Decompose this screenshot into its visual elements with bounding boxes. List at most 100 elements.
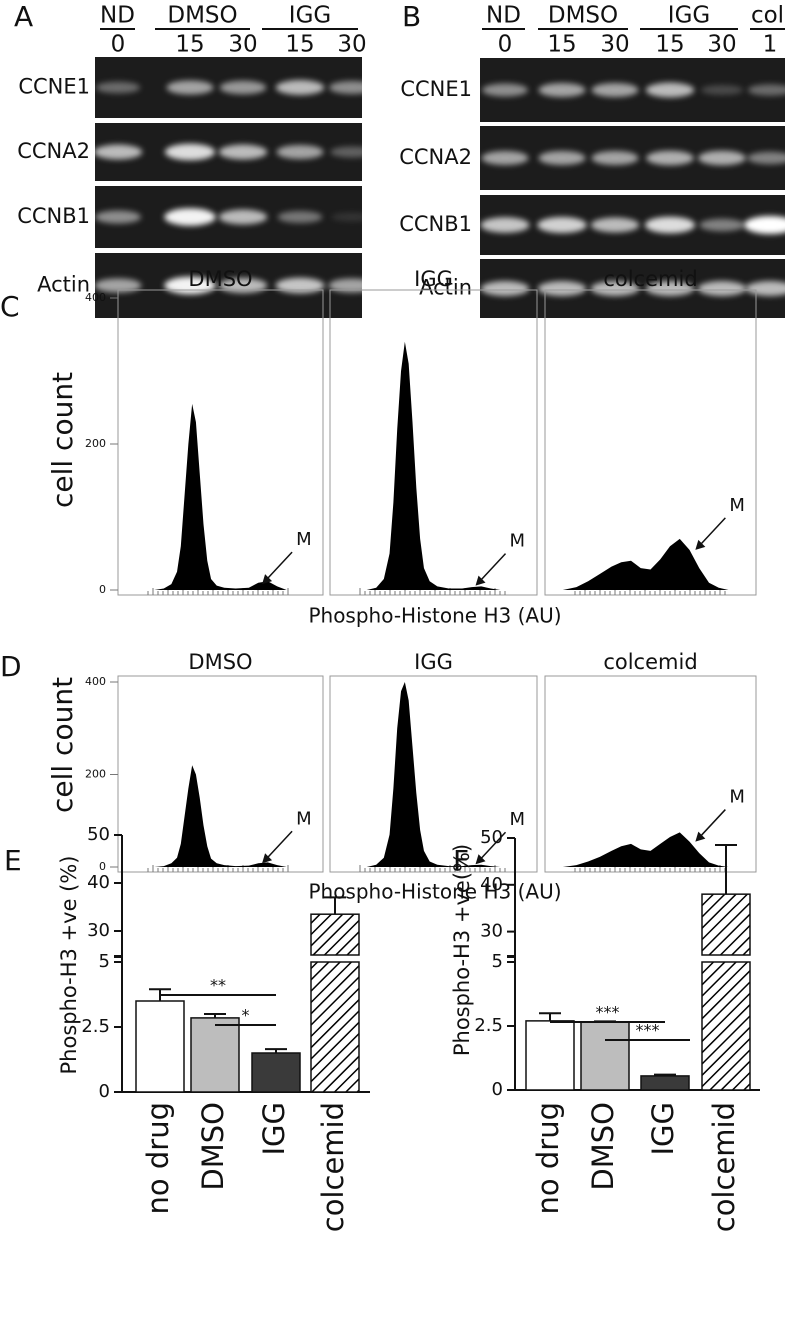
histogram-area <box>154 765 287 867</box>
arrow-head <box>262 853 273 864</box>
bar <box>251 1052 301 1093</box>
gel-band <box>94 278 142 293</box>
lane-label: 0 <box>111 32 126 58</box>
significance-label: *** <box>596 1003 620 1022</box>
category-label: colcemid <box>707 1102 741 1232</box>
gel-band <box>698 150 746 166</box>
significance-label: ** <box>210 976 226 995</box>
gel-band <box>277 211 323 223</box>
y-tick-label: 50 <box>480 827 503 848</box>
y-tick-label: 400 <box>85 291 106 304</box>
y-tick-label: 2.5 <box>81 1016 110 1037</box>
y-tick-label: 5 <box>99 951 110 972</box>
gel-band <box>331 212 373 222</box>
row-label: Actin <box>37 273 90 297</box>
gel-band <box>745 281 795 296</box>
gel-band <box>747 151 793 165</box>
category-label: DMSO <box>586 1102 620 1191</box>
y-axis-label: cell count <box>46 372 79 508</box>
plot-title: IGG <box>414 267 453 291</box>
gel-band <box>700 85 744 95</box>
gel-band <box>481 151 529 165</box>
lane-label: 15 <box>655 32 684 58</box>
y-tick-label: 200 <box>85 437 106 450</box>
annotation-arrow <box>477 553 507 584</box>
plot-frame <box>544 675 757 873</box>
y-tick-label: 0 <box>492 1079 503 1100</box>
lane-label: 30 <box>337 32 366 58</box>
category-label: colcemid <box>316 1102 350 1232</box>
annotation: M <box>296 529 312 550</box>
group-label: DMSO <box>548 3 618 29</box>
group-label: col <box>751 3 784 29</box>
gel-band <box>645 82 695 98</box>
y-axis-label: cell count <box>46 677 79 813</box>
lane-label: 15 <box>175 32 204 58</box>
gel-band <box>164 208 216 226</box>
gel-band <box>590 217 640 233</box>
gel-band <box>95 81 141 94</box>
gel-band <box>276 145 324 159</box>
panel-letter: F <box>453 844 469 877</box>
gel-band <box>646 150 694 166</box>
annotation: M <box>729 495 745 516</box>
histogram-area <box>562 832 729 867</box>
gel-band <box>166 80 214 95</box>
gel-band <box>93 144 143 160</box>
gel-band <box>218 209 268 225</box>
gel-band <box>590 281 640 296</box>
bar <box>310 961 360 1093</box>
gel-band <box>591 151 639 165</box>
annotation-arrow <box>264 551 293 582</box>
category-label: IGG <box>646 1102 680 1156</box>
gel-band <box>537 281 587 296</box>
arrow-head <box>475 854 486 865</box>
lane-label: 30 <box>228 32 257 58</box>
row-label: CCNB1 <box>399 212 472 236</box>
gel-band <box>275 277 325 294</box>
x-axis-label: Phospho-Histone H3 (AU) <box>308 604 561 628</box>
y-axis-label: Phospho-H3 +ve(%) <box>450 844 474 1056</box>
bar <box>640 1075 690 1091</box>
gel-band <box>747 84 793 96</box>
plot-frame <box>544 289 757 596</box>
gel-band <box>218 278 268 293</box>
plot-title: DMSO <box>188 650 252 674</box>
lane-label: 15 <box>547 32 576 58</box>
y-tick-label: 0 <box>99 583 106 596</box>
y-tick-label: 30 <box>480 921 503 942</box>
gel-band <box>744 216 796 234</box>
lane-label: 0 <box>498 32 513 58</box>
plot-frame <box>329 289 538 596</box>
annotation: M <box>296 808 312 829</box>
group-label: IGG <box>668 3 710 29</box>
gel-band <box>275 80 325 95</box>
category-label: IGG <box>257 1102 291 1156</box>
gel-band <box>329 81 375 94</box>
gel-band <box>95 210 141 224</box>
annotation: M <box>510 531 526 552</box>
bar <box>580 1021 630 1091</box>
row-label: CCNA2 <box>17 139 90 163</box>
y-axis-label: Phospho-H3 +ve (%) <box>57 855 81 1074</box>
category-label: DMSO <box>196 1102 230 1191</box>
panel-letter: A <box>14 0 33 33</box>
histogram-area <box>562 538 729 590</box>
row-label: CCNE1 <box>400 77 472 101</box>
plot-frame <box>117 289 324 596</box>
lane-label: 30 <box>707 32 736 58</box>
row-label: CCNA2 <box>399 145 472 169</box>
annotation-arrow <box>477 831 507 862</box>
y-tick-label: 2.5 <box>474 1015 503 1036</box>
gel-band <box>537 217 587 233</box>
arrow-head <box>262 574 273 585</box>
group-label: ND <box>100 3 135 29</box>
arrow-head <box>475 575 486 586</box>
gel-band <box>482 83 528 97</box>
bar-upper <box>310 913 360 956</box>
annotation-arrow <box>697 517 726 548</box>
panel-letter: B <box>402 0 421 33</box>
gel-band <box>645 281 695 296</box>
gel-band <box>480 217 530 233</box>
